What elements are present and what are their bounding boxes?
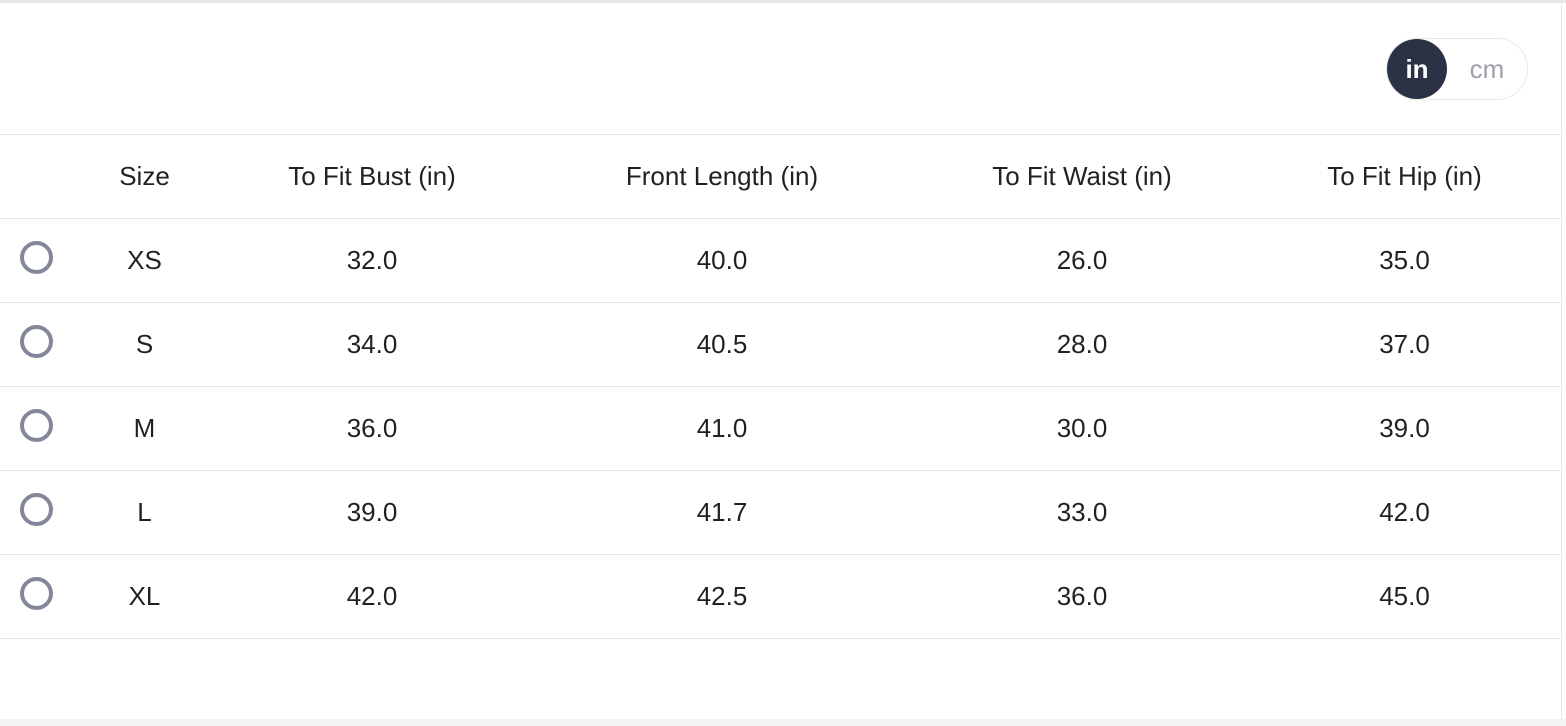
size-radio[interactable] — [19, 492, 53, 526]
table-row: XL 42.0 42.5 36.0 45.0 — [0, 555, 1562, 639]
bust-cell: 36.0 — [346, 413, 398, 443]
waist-cell: 30.0 — [1056, 413, 1108, 443]
hip-cell: 45.0 — [1379, 581, 1430, 611]
size-chart-body: XS 32.0 40.0 26.0 35.0 S 34.0 40.5 28.0 37.0 M 36.0… — [0, 219, 1562, 639]
table-row: S 34.0 40.5 28.0 37.0 — [0, 303, 1562, 387]
bottom-divider — [0, 719, 1566, 726]
unit-option-cm[interactable]: cm — [1447, 54, 1527, 85]
column-header-waist: To Fit Waist (in) — [992, 161, 1172, 191]
radio-cell — [0, 303, 72, 387]
size-cell: S — [135, 329, 154, 359]
toggle-bar: in cm — [0, 3, 1561, 134]
front_length-cell: 41.0 — [696, 413, 748, 443]
radio-cell — [0, 387, 72, 471]
waist-cell: 28.0 — [1056, 329, 1108, 359]
size-radio[interactable] — [19, 576, 53, 610]
hip-cell: 39.0 — [1379, 413, 1430, 443]
waist-cell: 33.0 — [1056, 497, 1108, 527]
waist-cell: 36.0 — [1056, 581, 1108, 611]
hip-cell: 35.0 — [1379, 245, 1430, 275]
size-cell: L — [137, 497, 152, 527]
radio-cell — [0, 471, 72, 555]
column-header-bust: To Fit Bust (in) — [288, 161, 456, 191]
size-radio[interactable] — [19, 240, 53, 274]
bust-cell: 32.0 — [346, 245, 398, 275]
size-cell: XS — [127, 245, 162, 275]
radio-column-header — [0, 135, 72, 219]
column-header-front-length: Front Length (in) — [625, 161, 819, 191]
unit-option-in[interactable]: in — [1387, 39, 1447, 99]
radio-cell — [0, 555, 72, 639]
column-header-hip: To Fit Hip (in) — [1327, 161, 1482, 191]
hip-cell: 37.0 — [1379, 329, 1430, 359]
radio-cell — [0, 219, 72, 303]
table-row: XS 32.0 40.0 26.0 35.0 — [0, 219, 1562, 303]
spacer — [0, 639, 1561, 719]
waist-cell: 26.0 — [1056, 245, 1108, 275]
size-cell: M — [133, 413, 156, 443]
front_length-cell: 41.7 — [696, 497, 748, 527]
front_length-cell: 42.5 — [696, 581, 748, 611]
table-row: M 36.0 41.0 30.0 39.0 — [0, 387, 1562, 471]
size-chart-content: in cm Size To Fit Bust (in) Front Length… — [0, 3, 1562, 719]
column-header-size: Size — [119, 161, 170, 191]
front_length-cell: 40.5 — [696, 329, 748, 359]
bust-cell: 34.0 — [346, 329, 398, 359]
front_length-cell: 40.0 — [696, 245, 748, 275]
bust-cell: 39.0 — [346, 497, 398, 527]
size-radio[interactable] — [19, 408, 53, 442]
size-cell: XL — [128, 581, 161, 611]
header-row: Size To Fit Bust (in) Front Length (in) … — [0, 134, 1562, 219]
bust-cell: 42.0 — [346, 581, 398, 611]
top-divider — [0, 0, 1566, 3]
size-chart-table: Size To Fit Bust (in) Front Length (in) … — [0, 134, 1562, 639]
hip-cell: 42.0 — [1379, 497, 1430, 527]
table-row: L 39.0 41.7 33.0 42.0 — [0, 471, 1562, 555]
unit-toggle[interactable]: in cm — [1386, 38, 1528, 100]
size-radio[interactable] — [19, 324, 53, 358]
